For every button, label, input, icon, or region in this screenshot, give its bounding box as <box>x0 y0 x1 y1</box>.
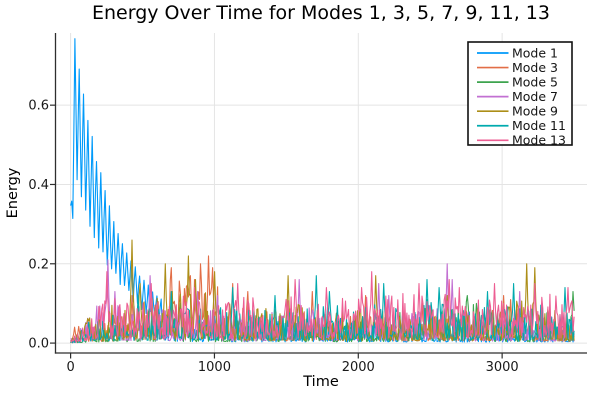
legend-label-mode-3: Mode 3 <box>512 60 558 75</box>
legend-label-mode-9: Mode 9 <box>512 104 558 119</box>
legend-label-mode-7: Mode 7 <box>512 89 558 104</box>
legend-label-mode-11: Mode 11 <box>512 118 566 133</box>
y-tick-label: 0.2 <box>28 257 49 272</box>
legend-frame <box>467 41 573 146</box>
y-axis-label: Energy <box>5 167 21 219</box>
chart-title: Energy Over Time for Modes 1, 3, 5, 7, 9… <box>92 2 550 24</box>
legend-label-mode-1: Mode 1 <box>512 45 558 60</box>
x-tick-label: 2000 <box>342 360 375 375</box>
y-tick-label: 0.4 <box>28 178 49 193</box>
series-line-mode-11 <box>70 275 575 344</box>
series-group <box>70 38 575 344</box>
y-tick-label: 0.0 <box>28 337 49 352</box>
legend-label-mode-13: Mode 13 <box>512 133 566 148</box>
series-line-mode-13 <box>70 271 575 343</box>
axes: 0 1000 2000 3000 0.0 0.2 0.4 0.6 <box>28 33 587 375</box>
x-tick-label: 3000 <box>486 360 519 375</box>
x-tick-label: 1000 <box>198 360 231 375</box>
legend-label-mode-5: Mode 5 <box>512 75 558 90</box>
x-axis-label: Time <box>303 374 339 390</box>
y-tick-label: 0.6 <box>28 99 49 114</box>
x-tick-label: 0 <box>66 360 74 375</box>
series-line-mode-9 <box>70 239 575 344</box>
